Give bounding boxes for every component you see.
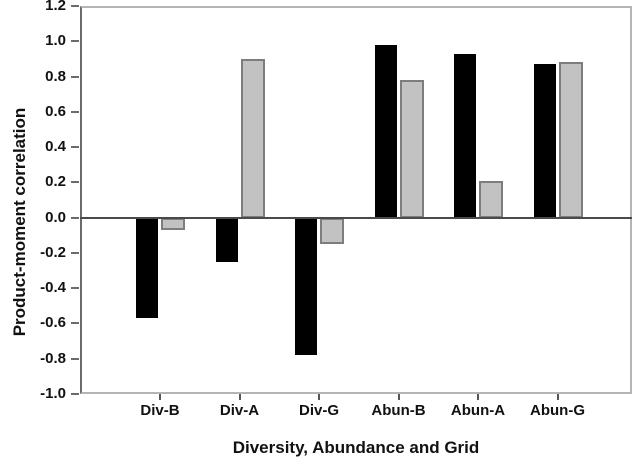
bar-gray-div-g bbox=[320, 217, 344, 245]
y-tick-mark bbox=[71, 287, 79, 290]
x-category-label: Abun-A bbox=[450, 402, 506, 419]
bar-gray-abun-g bbox=[558, 62, 583, 218]
bar-gray-div-a bbox=[240, 58, 265, 218]
y-tick-mark bbox=[71, 251, 79, 254]
x-tick-mark bbox=[159, 394, 161, 400]
x-category-label: Abun-B bbox=[371, 402, 426, 419]
x-tick-mark bbox=[318, 394, 320, 400]
x-tick-mark bbox=[556, 394, 559, 400]
y-tick-label: 1.2 bbox=[45, 0, 66, 14]
zero-line bbox=[80, 216, 632, 219]
bar-black-abun-b bbox=[374, 44, 397, 218]
x-axis-title: Diversity, Abundance and Grid bbox=[232, 438, 480, 457]
y-tick-mark bbox=[71, 40, 79, 43]
y-tick-label: -0.2 bbox=[40, 243, 66, 261]
y-tick-label: -0.8 bbox=[40, 349, 66, 367]
y-tick-label: 0.0 bbox=[45, 208, 66, 226]
y-tick-label: 0.4 bbox=[45, 138, 66, 156]
y-tick-mark bbox=[71, 5, 79, 7]
y-tick-mark bbox=[71, 357, 79, 360]
x-tick-mark bbox=[477, 394, 479, 400]
bar-black-div-g bbox=[295, 217, 317, 356]
y-tick-mark bbox=[71, 75, 79, 78]
x-tick-mark bbox=[238, 394, 241, 400]
y-tick-label: -1.0 bbox=[40, 385, 66, 402]
y-tick-mark bbox=[71, 110, 79, 113]
bar-black-abun-g bbox=[533, 64, 556, 218]
bar-black-div-b bbox=[136, 217, 158, 319]
bar-black-div-a bbox=[215, 217, 238, 262]
y-tick-mark bbox=[71, 322, 79, 325]
bar-gray-abun-b bbox=[399, 80, 424, 218]
x-category-label: Abun-G bbox=[530, 402, 585, 419]
x-category-label: Div-A bbox=[219, 402, 260, 419]
y-tick-label: -0.6 bbox=[40, 314, 66, 332]
bar-gray-abun-a bbox=[479, 180, 503, 218]
y-tick-label: 0.6 bbox=[45, 102, 66, 120]
x-category-label: Div-G bbox=[298, 402, 339, 419]
y-tick-label: -0.4 bbox=[40, 279, 66, 297]
y-tick-label: 1.0 bbox=[45, 32, 66, 50]
bar-gray-div-b bbox=[161, 217, 185, 230]
y-tick-label: 0.2 bbox=[45, 173, 66, 191]
y-tick-mark bbox=[71, 393, 79, 395]
y-tick-mark bbox=[71, 216, 79, 219]
x-tick-mark bbox=[397, 394, 400, 400]
x-category-label: Div-B bbox=[140, 402, 180, 419]
y-tick-mark bbox=[71, 181, 79, 184]
bar-black-abun-a bbox=[454, 53, 476, 218]
y-tick-label: 0.8 bbox=[45, 67, 66, 85]
y-tick-mark bbox=[71, 146, 79, 149]
